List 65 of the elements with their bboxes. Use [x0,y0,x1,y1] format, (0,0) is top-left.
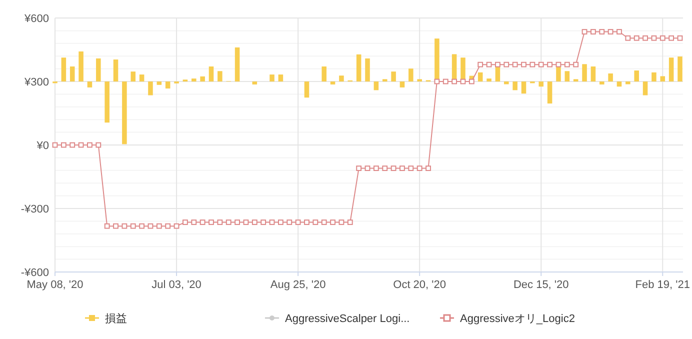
bar [564,71,570,82]
bar [330,82,336,84]
bar [122,82,127,144]
bar [200,76,205,82]
bar [270,74,274,82]
bar [391,72,396,82]
bar [599,82,604,84]
bar [192,78,196,82]
y-tick-label: ¥600 [24,13,49,25]
bar [70,66,75,82]
bar [356,54,362,82]
legend-label: Aggressiveオリ_Logic2 [460,313,575,325]
x-tick-label: May 08, '20 [26,279,84,291]
bar [512,82,518,90]
bar [521,82,526,94]
bar [547,82,552,104]
bar [642,82,648,96]
bar [113,59,118,82]
bar [208,66,214,82]
bar [252,82,258,84]
bar [148,82,153,96]
bar [365,58,370,82]
bar [652,72,656,82]
bar [608,73,613,82]
bar [139,74,144,82]
bar [130,72,136,82]
x-tick-label: Feb 19, '21 [635,279,690,291]
bar [582,64,587,82]
bar [104,82,110,123]
bar [304,82,310,98]
bar [678,56,682,82]
bar [590,66,596,82]
y-tick-label: ¥0 [36,140,49,152]
bar [156,82,162,85]
bar [660,76,666,82]
bar [626,82,630,84]
bar [408,68,414,82]
bar [78,51,84,82]
bar [616,82,622,87]
bar [634,70,639,82]
x-tick-label: Jul 03, '20 [152,279,202,291]
bar [322,66,326,82]
bar [87,82,92,88]
bar [478,72,483,82]
bar [339,76,344,82]
legend-label: AggressiveScalper Logi... [285,313,410,325]
x-tick-label: Oct 20, '20 [393,279,446,291]
bar [504,82,509,84]
bar [61,58,66,82]
bar [96,58,101,82]
bar [278,74,284,82]
bar [165,82,170,88]
bar [374,82,379,90]
bar [234,47,240,82]
y-tick-label: -¥300 [20,204,49,216]
legend-label: 損益 [105,313,127,325]
y-tick-label: -¥600 [20,267,49,279]
bar [400,82,405,88]
bar [538,82,544,87]
bar [486,78,492,82]
x-tick-label: Dec 15, '20 [513,279,569,291]
bar [668,58,674,82]
x-tick-label: Aug 25, '20 [270,279,326,291]
y-tick-label: ¥300 [24,76,49,88]
bar [218,71,222,82]
